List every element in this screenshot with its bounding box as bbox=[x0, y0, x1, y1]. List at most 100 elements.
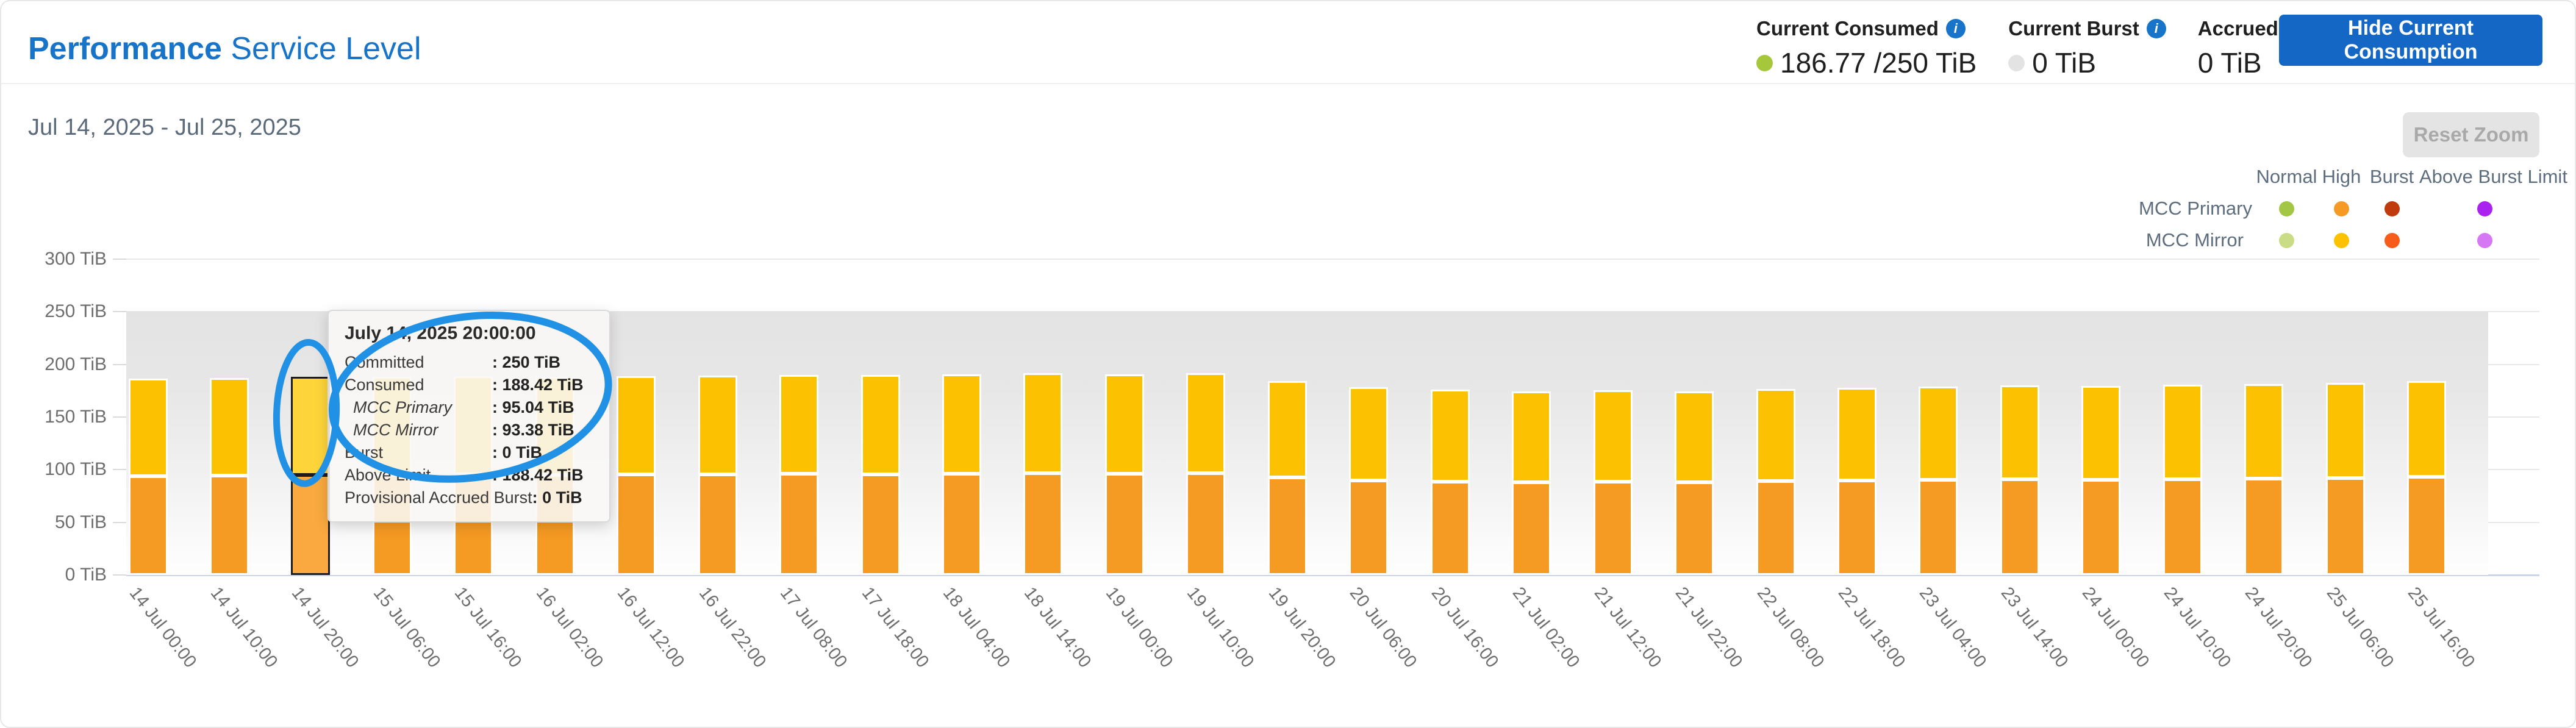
legend-row-mcc-mirror[interactable]: MCC Mirror bbox=[2145, 229, 2244, 251]
bar-segment-mcc-mirror[interactable] bbox=[128, 379, 168, 476]
bar-segment-mcc-mirror[interactable] bbox=[1512, 391, 1551, 483]
bar-segment-mcc-primary[interactable] bbox=[2081, 479, 2121, 575]
chart-legend: Normal High Burst Above Burst Limit MCC … bbox=[2139, 161, 2567, 256]
bar-segment-mcc-primary[interactable] bbox=[1593, 482, 1633, 575]
stacked-bar[interactable] bbox=[2163, 385, 2202, 575]
stacked-bar[interactable] bbox=[1104, 374, 1144, 575]
bar-segment-mcc-primary[interactable] bbox=[1756, 481, 1795, 575]
bar-segment-mcc-mirror[interactable] bbox=[1267, 380, 1307, 477]
y-axis-label: 300 TiB bbox=[45, 249, 107, 269]
bar-segment-mcc-mirror[interactable] bbox=[2000, 385, 2039, 480]
stacked-bar[interactable] bbox=[1837, 388, 1877, 575]
bar-segment-mcc-mirror[interactable] bbox=[1104, 374, 1144, 474]
bar-segment-mcc-primary[interactable] bbox=[1023, 473, 1063, 575]
stacked-bar[interactable] bbox=[2000, 385, 2039, 575]
stacked-bar[interactable] bbox=[2407, 380, 2447, 575]
bar-segment-mcc-primary[interactable] bbox=[698, 474, 737, 575]
bar-segment-mcc-mirror[interactable] bbox=[1430, 389, 1470, 482]
bar-segment-mcc-mirror[interactable] bbox=[1023, 373, 1063, 474]
hide-current-consumption-button[interactable]: Hide Current Consumption bbox=[2279, 15, 2542, 66]
stacked-bar[interactable] bbox=[291, 376, 331, 575]
bar-segment-mcc-mirror[interactable] bbox=[1349, 387, 1389, 480]
bar-segment-mcc-mirror[interactable] bbox=[617, 376, 656, 475]
bar-segment-mcc-mirror[interactable] bbox=[2407, 380, 2447, 477]
bar-segment-mcc-mirror[interactable] bbox=[1837, 388, 1877, 481]
bar-segment-mcc-primary[interactable] bbox=[2325, 477, 2365, 575]
x-axis-label: 25 Jul 16:00 bbox=[2403, 583, 2479, 672]
bar-segment-mcc-primary[interactable] bbox=[1512, 482, 1551, 575]
stacked-bar[interactable] bbox=[209, 377, 249, 575]
info-icon[interactable]: i bbox=[2146, 19, 2166, 38]
bar-segment-mcc-primary[interactable] bbox=[291, 474, 331, 575]
bar-segment-mcc-primary[interactable] bbox=[1919, 480, 1958, 575]
bar-segment-mcc-mirror[interactable] bbox=[1675, 391, 1714, 482]
tooltip-row-label: MCC Mirror bbox=[353, 421, 438, 439]
bar-segment-mcc-primary[interactable] bbox=[1267, 477, 1307, 575]
bar-segment-mcc-primary[interactable] bbox=[1349, 480, 1389, 575]
bar-segment-mcc-primary[interactable] bbox=[779, 474, 819, 575]
info-icon[interactable]: i bbox=[1945, 19, 1966, 38]
bar-segment-mcc-mirror[interactable] bbox=[1186, 373, 1226, 473]
x-axis-label: 18 Jul 14:00 bbox=[1020, 583, 1095, 672]
bar-segment-mcc-primary[interactable] bbox=[1186, 473, 1226, 575]
stacked-bar[interactable] bbox=[1023, 373, 1063, 575]
stacked-bar[interactable] bbox=[2081, 385, 2121, 575]
stacked-bar[interactable] bbox=[1756, 389, 1795, 575]
bar-segment-mcc-mirror[interactable] bbox=[291, 376, 331, 475]
legend-col-normal: Normal bbox=[2256, 166, 2317, 187]
bar-segment-mcc-primary[interactable] bbox=[1675, 482, 1714, 575]
bar-segment-mcc-mirror[interactable] bbox=[2244, 384, 2284, 479]
stacked-bar[interactable] bbox=[942, 374, 981, 575]
x-axis-label: 21 Jul 02:00 bbox=[1508, 583, 1584, 672]
stacked-bar[interactable] bbox=[1675, 391, 1714, 575]
stacked-bar[interactable] bbox=[1593, 390, 1633, 575]
bar-segment-mcc-mirror[interactable] bbox=[1593, 390, 1633, 482]
panel-header: Performance Service Level Current Consum… bbox=[1, 1, 2575, 84]
stacked-bar[interactable] bbox=[1512, 391, 1551, 575]
bar-segment-mcc-primary[interactable] bbox=[2000, 479, 2039, 575]
y-tick bbox=[113, 416, 126, 418]
bar-segment-mcc-primary[interactable] bbox=[1430, 481, 1470, 575]
bar-segment-mcc-mirror[interactable] bbox=[698, 375, 737, 474]
stacked-bar[interactable] bbox=[860, 374, 900, 575]
legend-row-mcc-primary[interactable]: MCC Primary bbox=[2139, 198, 2252, 219]
stacked-bar[interactable] bbox=[617, 376, 656, 575]
x-axis-line bbox=[126, 574, 2539, 576]
tooltip-row-value: : 188.42 TiB bbox=[492, 466, 584, 484]
bar-segment-mcc-primary[interactable] bbox=[860, 474, 900, 575]
bar-segment-mcc-primary[interactable] bbox=[128, 476, 168, 575]
stacked-bar[interactable] bbox=[2325, 382, 2365, 575]
reset-zoom-button[interactable]: Reset Zoom bbox=[2403, 112, 2539, 157]
stacked-bar[interactable] bbox=[1919, 387, 1958, 575]
stacked-bar[interactable] bbox=[779, 374, 819, 575]
bar-segment-mcc-primary[interactable] bbox=[209, 475, 249, 575]
bar-segment-mcc-mirror[interactable] bbox=[209, 377, 249, 476]
stacked-bar[interactable] bbox=[2244, 384, 2284, 575]
y-tick bbox=[113, 311, 126, 313]
bar-segment-mcc-mirror[interactable] bbox=[779, 374, 819, 474]
x-axis-label: 21 Jul 22:00 bbox=[1671, 583, 1747, 672]
stacked-bar[interactable] bbox=[128, 379, 168, 575]
bar-segment-mcc-mirror[interactable] bbox=[2163, 385, 2202, 479]
bar-segment-mcc-primary[interactable] bbox=[1104, 474, 1144, 575]
stacked-bar[interactable] bbox=[1186, 373, 1226, 575]
bar-segment-mcc-primary[interactable] bbox=[2163, 479, 2202, 575]
stacked-bar[interactable] bbox=[1349, 387, 1389, 575]
bar-segment-mcc-primary[interactable] bbox=[2244, 478, 2284, 575]
bar-segment-mcc-mirror[interactable] bbox=[942, 374, 981, 474]
page-title: Performance Service Level bbox=[28, 30, 421, 67]
bar-segment-mcc-mirror[interactable] bbox=[860, 374, 900, 474]
stacked-bar[interactable] bbox=[1430, 389, 1470, 575]
tooltip-row-value: : 0 TiB bbox=[532, 488, 582, 507]
tooltip-row: MCC Mirror: 93.38 TiB bbox=[345, 419, 593, 441]
bar-segment-mcc-mirror[interactable] bbox=[2325, 382, 2365, 478]
bar-segment-mcc-primary[interactable] bbox=[1837, 480, 1877, 575]
stacked-bar[interactable] bbox=[1267, 380, 1307, 575]
bar-segment-mcc-primary[interactable] bbox=[942, 473, 981, 575]
bar-segment-mcc-mirror[interactable] bbox=[2081, 385, 2121, 480]
bar-segment-mcc-mirror[interactable] bbox=[1919, 387, 1958, 480]
bar-segment-mcc-primary[interactable] bbox=[2407, 477, 2447, 575]
bar-segment-mcc-primary[interactable] bbox=[617, 474, 656, 575]
bar-segment-mcc-mirror[interactable] bbox=[1756, 389, 1795, 482]
stacked-bar[interactable] bbox=[698, 375, 737, 575]
